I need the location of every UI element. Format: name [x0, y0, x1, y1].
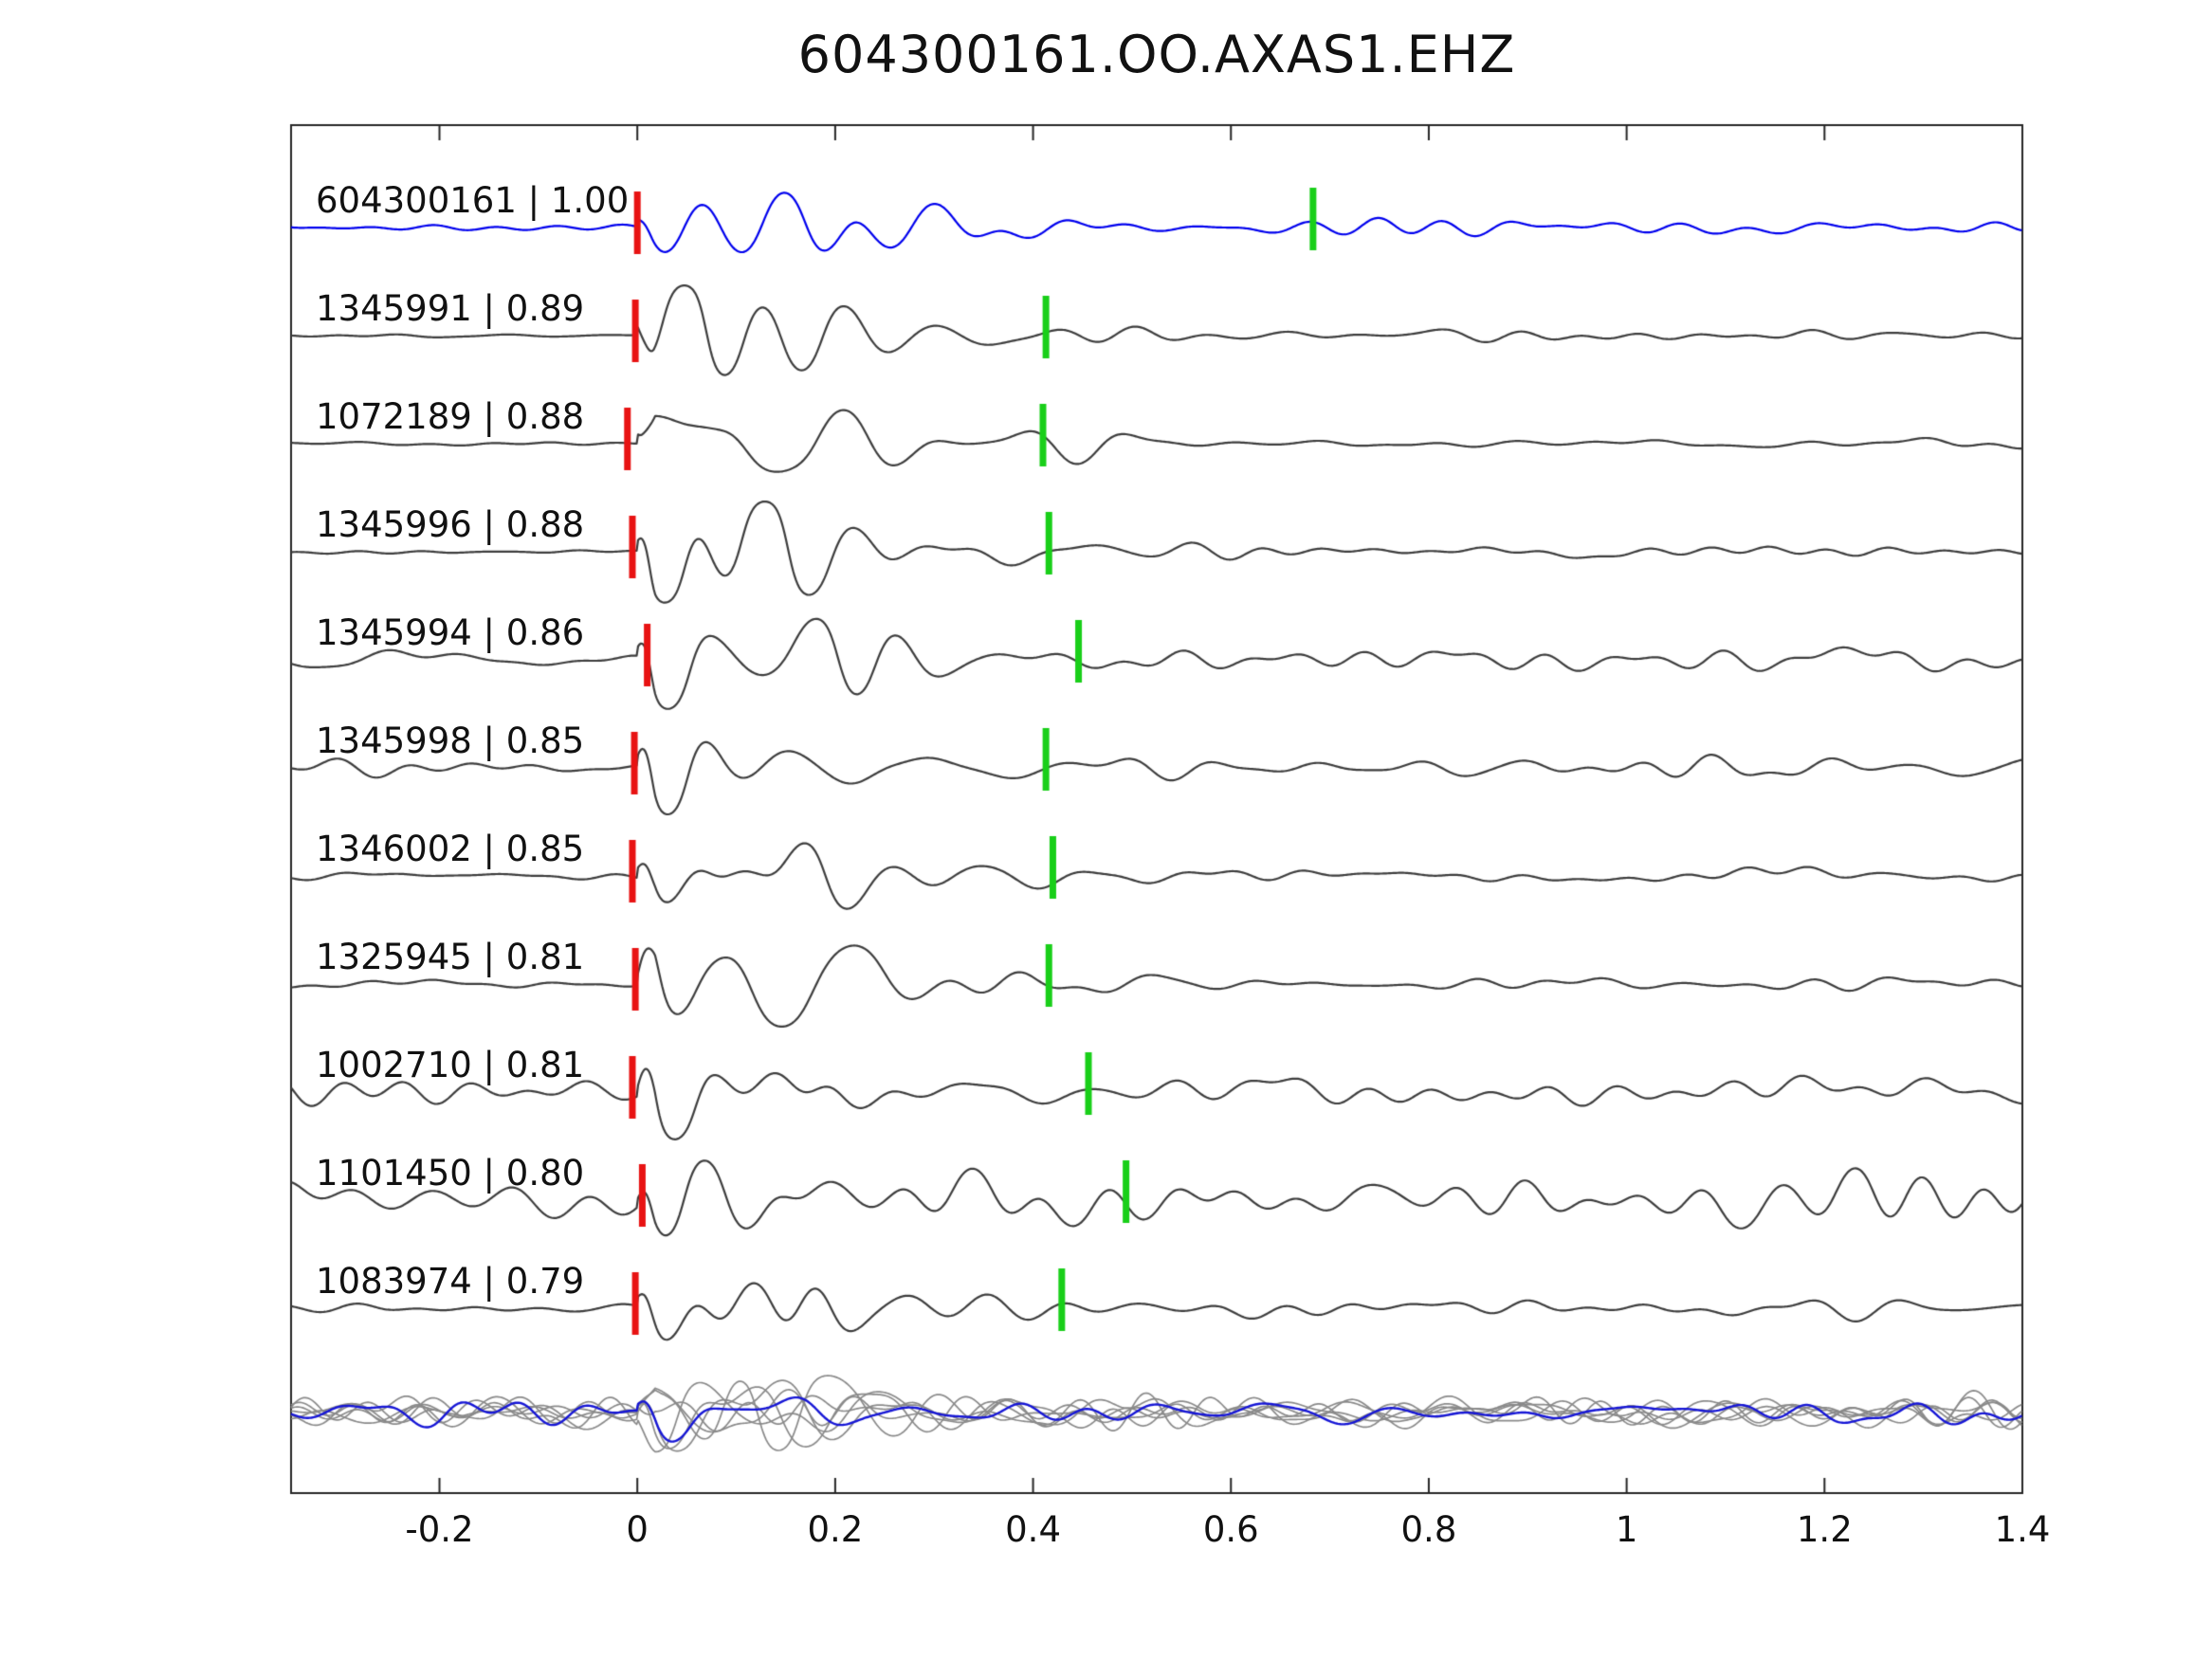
- trace-label: 1346002 | 0.85: [316, 829, 585, 869]
- trace-label: 1101450 | 0.80: [316, 1153, 585, 1194]
- chart-title: 604300161.OO.AXAS1.EHZ: [797, 25, 1516, 84]
- trace-label: 1325945 | 0.81: [316, 937, 585, 977]
- trace-label: 1083974 | 0.79: [316, 1261, 585, 1302]
- x-axis-tick-label: -0.2: [405, 1509, 474, 1550]
- x-axis-tick-label: 0.2: [807, 1509, 864, 1550]
- trace-label: 604300161 | 1.00: [316, 180, 630, 221]
- trace-label: 1345991 | 0.89: [316, 288, 585, 329]
- x-axis-tick-label: 1.4: [1994, 1509, 2051, 1550]
- x-axis-tick-label: 0.6: [1202, 1509, 1259, 1550]
- x-axis-tick-label: 0.8: [1400, 1509, 1457, 1550]
- x-axis-tick-label: 1: [1615, 1509, 1638, 1550]
- x-axis-tick-label: 1.2: [1796, 1509, 1853, 1550]
- trace-label: 1345994 | 0.86: [316, 612, 585, 653]
- x-axis-tick-label: 0.4: [1005, 1509, 1061, 1550]
- trace-label: 1345996 | 0.88: [316, 504, 585, 545]
- trace-label: 1345998 | 0.85: [316, 720, 585, 761]
- trace-label: 1002710 | 0.81: [316, 1045, 585, 1085]
- x-axis-tick-label: 0: [626, 1509, 649, 1550]
- trace-label: 1072189 | 0.88: [316, 396, 585, 437]
